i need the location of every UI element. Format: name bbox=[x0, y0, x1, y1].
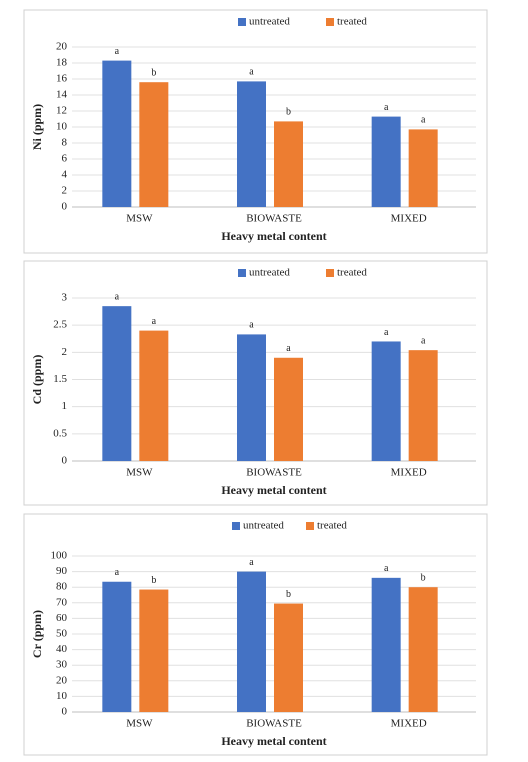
significance-letter: a bbox=[286, 343, 291, 354]
y-tick-label: 70 bbox=[56, 596, 68, 608]
y-tick-label: 1.5 bbox=[53, 373, 67, 385]
y-tick-label: 6 bbox=[62, 153, 68, 165]
bar bbox=[274, 357, 303, 461]
legend-swatch bbox=[306, 522, 314, 530]
bar bbox=[408, 350, 438, 461]
x-tick-label: MIXED bbox=[391, 718, 427, 730]
bar bbox=[237, 571, 266, 712]
x-tick-label: BIOWASTE bbox=[246, 467, 302, 479]
legend-label: untreated bbox=[249, 16, 290, 28]
significance-letter: b bbox=[286, 589, 291, 600]
y-axis-title: Cr (ppm) bbox=[30, 610, 44, 658]
y-tick-label: 20 bbox=[56, 41, 68, 53]
y-axis-title: Ni (ppm) bbox=[30, 104, 44, 150]
y-tick-label: 50 bbox=[56, 628, 68, 640]
y-tick-label: 0.5 bbox=[53, 427, 67, 439]
legend-swatch bbox=[326, 18, 334, 26]
y-tick-label: 18 bbox=[56, 57, 68, 69]
significance-letter: a bbox=[384, 327, 389, 338]
bar bbox=[274, 603, 303, 712]
x-tick-label: MIXED bbox=[391, 213, 427, 225]
y-tick-label: 16 bbox=[56, 73, 68, 85]
legend-swatch bbox=[238, 269, 246, 277]
y-tick-label: 100 bbox=[51, 550, 68, 562]
bar bbox=[274, 121, 303, 207]
significance-letter: a bbox=[249, 557, 254, 568]
bar bbox=[408, 129, 438, 207]
x-axis-title: Heavy metal content bbox=[221, 229, 326, 243]
significance-letter: a bbox=[152, 316, 157, 327]
bar bbox=[408, 587, 438, 712]
y-tick-label: 10 bbox=[56, 121, 68, 133]
x-tick-label: BIOWASTE bbox=[246, 213, 302, 225]
bar bbox=[371, 341, 401, 461]
chart-panel: 0 10 20 30 40 50 60 70 80 90 100 Cr (ppm) Heavy meta… bbox=[23, 513, 488, 756]
y-tick-label: 1 bbox=[62, 400, 68, 412]
bar bbox=[139, 82, 169, 207]
y-tick-label: 14 bbox=[56, 89, 68, 101]
x-axis-title: Heavy metal content bbox=[221, 734, 326, 748]
significance-letter: a bbox=[421, 335, 426, 346]
significance-letter: b bbox=[421, 572, 426, 583]
significance-letter: b bbox=[151, 575, 156, 586]
legend-label: untreated bbox=[249, 267, 290, 279]
chart-panel: 0 2 4 6 8 10 12 14 16 18 20 Ni (ppm) Heavy metal con… bbox=[23, 9, 488, 254]
y-tick-label: 80 bbox=[56, 581, 68, 593]
legend-swatch bbox=[232, 522, 240, 530]
x-tick-label: MSW bbox=[126, 718, 153, 730]
significance-letter: a bbox=[249, 67, 254, 78]
significance-letter: b bbox=[151, 67, 156, 78]
legend-label: treated bbox=[317, 520, 347, 532]
chart-panel: 0 0.5 1 1.5 2 2.5 3 Cd (ppm) Heavy metal content… bbox=[23, 260, 488, 506]
y-tick-label: 20 bbox=[56, 674, 68, 686]
bar bbox=[102, 581, 132, 712]
y-tick-label: 40 bbox=[56, 643, 68, 655]
x-axis-title: Heavy metal content bbox=[221, 483, 326, 497]
y-tick-label: 8 bbox=[62, 137, 68, 149]
bar bbox=[371, 577, 401, 712]
y-tick-label: 0 bbox=[62, 201, 68, 213]
y-tick-label: 2.5 bbox=[53, 319, 67, 331]
y-tick-label: 12 bbox=[56, 105, 67, 117]
y-axis-title: Cd (ppm) bbox=[30, 355, 44, 405]
significance-letter: a bbox=[384, 102, 389, 113]
y-tick-label: 0 bbox=[62, 706, 68, 718]
y-tick-label: 4 bbox=[62, 169, 68, 181]
y-tick-label: 2 bbox=[62, 346, 68, 358]
y-tick-label: 60 bbox=[56, 612, 68, 624]
x-tick-label: BIOWASTE bbox=[246, 718, 302, 730]
legend-swatch bbox=[238, 18, 246, 26]
significance-letter: a bbox=[421, 115, 426, 126]
legend-label: treated bbox=[337, 16, 367, 28]
y-tick-label: 90 bbox=[56, 565, 68, 577]
x-tick-label: MSW bbox=[126, 213, 153, 225]
x-tick-label: MSW bbox=[126, 467, 153, 479]
y-tick-label: 30 bbox=[56, 659, 68, 671]
significance-letter: a bbox=[115, 291, 120, 302]
significance-letter: a bbox=[384, 563, 389, 574]
bar bbox=[139, 589, 169, 712]
legend-label: treated bbox=[337, 267, 367, 279]
y-tick-label: 2 bbox=[62, 185, 68, 197]
bar bbox=[139, 330, 169, 461]
legend-label: untreated bbox=[243, 520, 284, 532]
significance-letter: a bbox=[115, 46, 120, 57]
y-tick-label: 0 bbox=[62, 455, 68, 467]
bar bbox=[102, 60, 132, 207]
bar bbox=[237, 334, 266, 461]
bar bbox=[237, 81, 266, 207]
y-tick-label: 3 bbox=[62, 292, 68, 304]
significance-letter: a bbox=[115, 567, 120, 578]
significance-letter: a bbox=[249, 320, 254, 331]
y-tick-label: 10 bbox=[56, 690, 68, 702]
legend-swatch bbox=[326, 269, 334, 277]
bar bbox=[102, 306, 132, 461]
bar bbox=[371, 116, 401, 207]
x-tick-label: MIXED bbox=[391, 467, 427, 479]
significance-letter: b bbox=[286, 107, 291, 118]
